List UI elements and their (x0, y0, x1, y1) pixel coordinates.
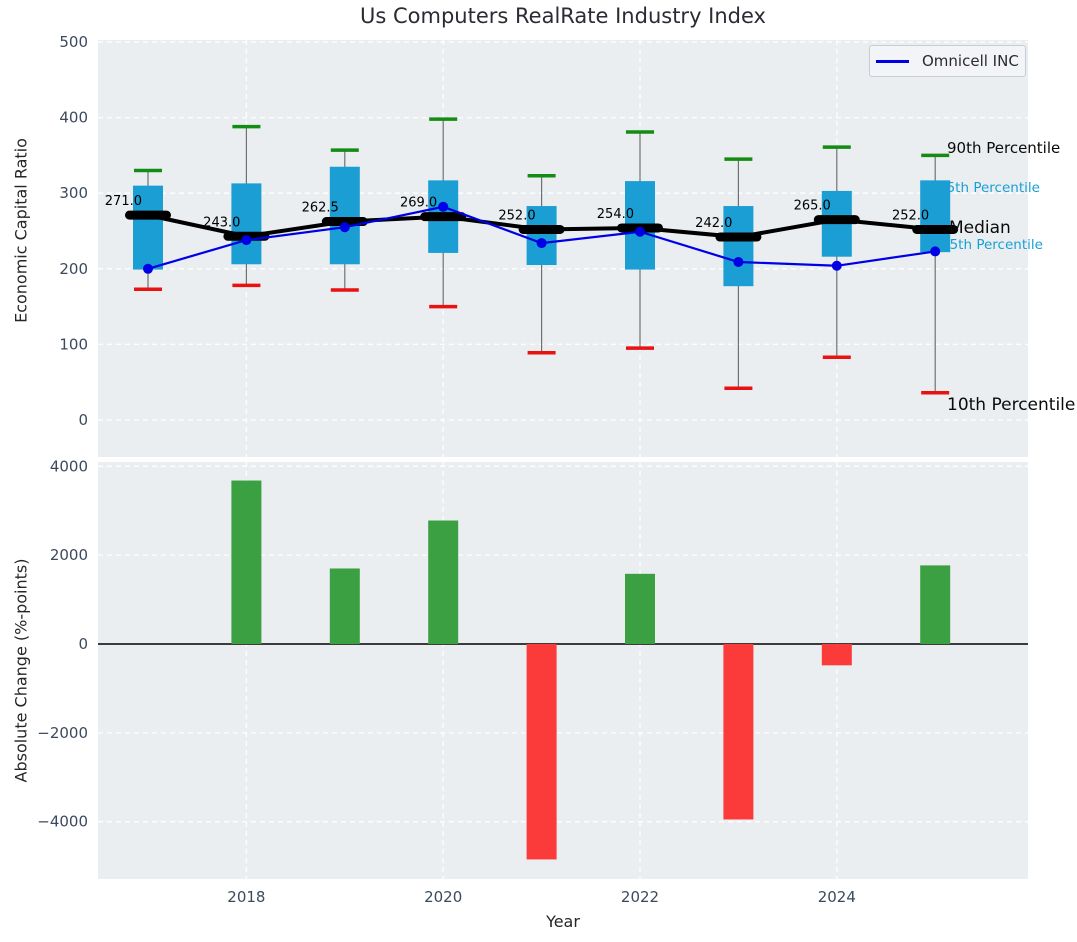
bar-2020 (428, 520, 459, 644)
x-axis-label: Year (546, 912, 580, 931)
y-tick-label: 4000 (50, 457, 88, 475)
company-point-2023 (733, 256, 744, 267)
bottom-y-axis-label: Absolute Change (%-points) (11, 558, 31, 783)
median-value-label: 271.0 (105, 194, 142, 209)
bar-2023 (723, 644, 754, 820)
bar-2019 (329, 568, 360, 644)
median-marker-2021 (518, 224, 565, 234)
x-tick-label: 2018 (227, 888, 265, 906)
median-value-label: 269.0 (400, 196, 437, 211)
y-tick-label: 200 (59, 260, 88, 278)
annotation-10th-percentile: 10th Percentile (947, 395, 1076, 415)
annotation-75th-percentile: 75th Percentile (938, 180, 1040, 196)
y-tick-label: 0 (78, 411, 88, 429)
bar-2018 (231, 480, 262, 644)
y-tick-label: −4000 (37, 813, 88, 831)
median-marker-2017 (125, 210, 171, 220)
median-value-label: 242.0 (695, 216, 732, 231)
annotation-25th-percentile: 25th Percentile (941, 237, 1043, 253)
median-value-label: 262.5 (302, 201, 339, 216)
median-value-label: 243.0 (203, 215, 240, 230)
median-value-label: 265.0 (794, 199, 831, 214)
y-tick-label: −2000 (37, 724, 88, 742)
iqr-box-2018 (231, 183, 262, 265)
company-point-2017 (143, 263, 153, 274)
company-point-2020 (438, 201, 449, 212)
median-marker-2025 (912, 224, 959, 234)
median-value-label: 252.0 (498, 208, 535, 223)
iqr-box-2019 (329, 166, 360, 265)
company-point-2021 (536, 238, 547, 249)
bar-2021 (526, 644, 557, 860)
y-tick-label: 400 (59, 109, 88, 127)
median-value-label: 254.0 (597, 207, 634, 222)
iqr-box-2025 (920, 180, 951, 253)
annotation-median: Median (949, 218, 1011, 238)
y-tick-label: 300 (59, 184, 88, 202)
median-marker-2024 (813, 215, 860, 225)
x-tick-label: 2020 (424, 888, 462, 906)
bar-2025 (920, 565, 951, 644)
x-tick-label: 2024 (818, 888, 856, 906)
legend: Omnicell INC (869, 45, 1026, 77)
iqr-box-2023 (723, 206, 754, 287)
bar-2024 (821, 644, 852, 666)
median-marker-2023 (715, 232, 762, 242)
iqr-box-2021 (526, 206, 557, 266)
top-y-axis-label: Economic Capital Ratio (11, 138, 31, 323)
bar-2022 (625, 573, 655, 644)
company-point-2025 (930, 246, 941, 257)
y-tick-label: 2000 (50, 546, 88, 564)
legend-line-sample (876, 59, 909, 63)
y-tick-label: 100 (59, 335, 88, 353)
y-tick-label: 0 (78, 635, 88, 653)
company-point-2019 (339, 222, 350, 233)
iqr-box-2017 (133, 185, 163, 270)
annotation-90th-percentile: 90th Percentile (947, 139, 1061, 157)
company-point-2024 (831, 260, 842, 271)
y-tick-label: 500 (59, 33, 88, 51)
median-marker-2020 (420, 212, 467, 222)
company-point-2018 (241, 235, 252, 246)
company-point-2022 (635, 226, 645, 237)
x-tick-label: 2022 (621, 888, 659, 906)
chart-title: Us Computers RealRate Industry Index (360, 4, 766, 28)
median-value-label: 252.0 (892, 208, 929, 223)
legend-label: Omnicell INC (922, 52, 1019, 70)
